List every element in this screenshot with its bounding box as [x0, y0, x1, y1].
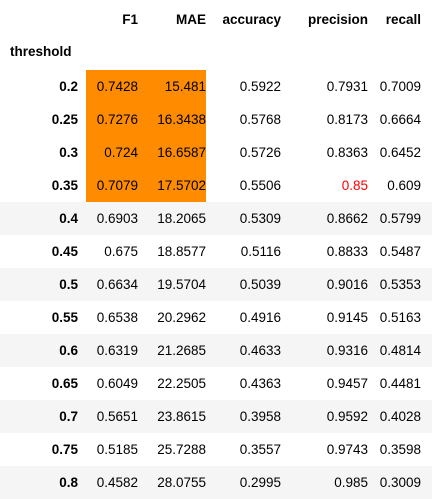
table-row: 0.25 0.7276 16.3438 0.5768 0.8173 0.6664	[0, 103, 432, 136]
accuracy-cell: 0.5768	[239, 112, 281, 127]
f1-cell: 0.675	[104, 244, 138, 259]
recall-cell: 0.4481	[379, 376, 421, 391]
f1-cell: 0.7079	[96, 178, 138, 193]
threshold-cell: 0.5	[59, 277, 78, 292]
precision-cell: 0.985	[334, 475, 368, 490]
precision-cell: 0.9743	[326, 442, 368, 457]
f1-cell: 0.4582	[96, 475, 138, 490]
f1-cell: 0.5651	[96, 409, 138, 424]
precision-cell: 0.9316	[326, 343, 368, 358]
recall-cell: 0.6664	[379, 112, 421, 127]
recall-cell: 0.609	[387, 178, 421, 193]
threshold-cell: 0.25	[51, 112, 78, 127]
precision-cell: 0.8662	[326, 211, 368, 226]
mae-cell: 18.8577	[157, 244, 206, 259]
column-header-f1: F1	[122, 12, 138, 27]
threshold-cell: 0.2	[59, 79, 78, 94]
threshold-cell: 0.7	[59, 409, 78, 424]
mae-cell: 17.5702	[157, 178, 206, 193]
table-header-row: F1 MAE accuracy precision recall	[0, 0, 432, 40]
f1-cell: 0.6319	[96, 343, 138, 358]
accuracy-cell: 0.3958	[239, 409, 281, 424]
mae-cell: 28.0755	[157, 475, 206, 490]
mae-cell: 16.6587	[157, 145, 206, 160]
precision-cell: 0.9592	[326, 409, 368, 424]
precision-cell: 0.9016	[326, 277, 368, 292]
f1-cell: 0.6538	[96, 310, 138, 325]
column-header-precision: precision	[307, 12, 368, 27]
table-row: 0.35 0.7079 17.5702 0.5506 0.85 0.609	[0, 169, 432, 202]
accuracy-cell: 0.4633	[239, 343, 281, 358]
table-row: 0.6 0.6319 21.2685 0.4633 0.9316 0.4814	[0, 334, 432, 367]
table-row: 0.8 0.4582 28.0755 0.2995 0.985 0.3009	[0, 466, 432, 499]
precision-cell: 0.7931	[326, 79, 368, 94]
mae-cell: 15.481	[164, 79, 206, 94]
threshold-cell: 0.35	[51, 178, 78, 193]
threshold-cell: 0.4	[59, 211, 78, 226]
accuracy-cell: 0.5116	[240, 244, 281, 259]
table-row: 0.5 0.6634 19.5704 0.5039 0.9016 0.5353	[0, 268, 432, 301]
precision-cell: 0.8173	[326, 112, 368, 127]
precision-cell: 0.8363	[326, 145, 368, 160]
mae-cell: 25.7288	[157, 442, 206, 457]
recall-cell: 0.3009	[379, 475, 421, 490]
recall-cell: 0.5163	[379, 310, 421, 325]
precision-cell: 0.9145	[326, 310, 368, 325]
precision-cell: 0.8833	[326, 244, 368, 259]
recall-cell: 0.4814	[379, 343, 421, 358]
recall-cell: 0.5353	[379, 277, 421, 292]
table-row: 0.4 0.6903 18.2065 0.5309 0.8662 0.5799	[0, 202, 432, 235]
accuracy-cell: 0.5726	[239, 145, 281, 160]
table-row: 0.75 0.5185 25.7288 0.3557 0.9743 0.3598	[0, 433, 432, 466]
accuracy-cell: 0.5506	[239, 178, 281, 193]
precision-cell: 0.9457	[326, 376, 368, 391]
f1-cell: 0.724	[104, 145, 138, 160]
table-row: 0.55 0.6538 20.2962 0.4916 0.9145 0.5163	[0, 301, 432, 334]
table-row: 0.65 0.6049 22.2505 0.4363 0.9457 0.4481	[0, 367, 432, 400]
threshold-cell: 0.8	[59, 475, 78, 490]
accuracy-cell: 0.2995	[239, 475, 281, 490]
f1-cell: 0.5185	[96, 442, 138, 457]
threshold-cell: 0.55	[51, 310, 78, 325]
mae-cell: 16.3438	[157, 112, 206, 127]
accuracy-cell: 0.5922	[239, 79, 281, 94]
f1-cell: 0.7428	[96, 79, 138, 94]
table-row: 0.2 0.7428 15.481 0.5922 0.7931 0.7009	[0, 70, 432, 103]
f1-cell: 0.6049	[96, 376, 138, 391]
table-row: 0.45 0.675 18.8577 0.5116 0.8833 0.5487	[0, 235, 432, 268]
index-header-threshold: threshold	[10, 44, 72, 59]
threshold-cell: 0.6	[59, 343, 78, 358]
mae-cell: 21.2685	[157, 343, 206, 358]
recall-cell: 0.5487	[379, 244, 421, 259]
f1-cell: 0.7276	[96, 112, 138, 127]
mae-cell: 18.2065	[157, 211, 206, 226]
mae-cell: 22.2505	[157, 376, 206, 391]
accuracy-cell: 0.5309	[239, 211, 281, 226]
threshold-cell: 0.3	[59, 145, 78, 160]
table-row: 0.3 0.724 16.6587 0.5726 0.8363 0.6452	[0, 136, 432, 169]
mae-cell: 20.2962	[157, 310, 206, 325]
accuracy-cell: 0.4916	[239, 310, 281, 325]
threshold-cell: 0.75	[51, 442, 78, 457]
column-header-mae: MAE	[176, 12, 206, 27]
recall-cell: 0.7009	[379, 79, 421, 94]
f1-cell: 0.6903	[96, 211, 138, 226]
precision-cell: 0.85	[341, 178, 368, 193]
recall-cell: 0.3598	[379, 442, 421, 457]
accuracy-cell: 0.3557	[239, 442, 281, 457]
mae-cell: 23.8615	[157, 409, 206, 424]
accuracy-cell: 0.4363	[239, 376, 281, 391]
recall-cell: 0.4028	[379, 409, 421, 424]
threshold-cell: 0.45	[51, 244, 78, 259]
threshold-cell: 0.65	[51, 376, 78, 391]
recall-cell: 0.6452	[379, 145, 421, 160]
mae-cell: 19.5704	[157, 277, 206, 292]
table-row: 0.7 0.5651 23.8615 0.3958 0.9592 0.4028	[0, 400, 432, 433]
highlight-block	[86, 70, 206, 202]
f1-cell: 0.6634	[96, 277, 138, 292]
recall-cell: 0.5799	[379, 211, 421, 226]
accuracy-cell: 0.5039	[239, 277, 281, 292]
column-header-recall: recall	[385, 12, 421, 27]
column-header-accuracy: accuracy	[222, 12, 281, 27]
